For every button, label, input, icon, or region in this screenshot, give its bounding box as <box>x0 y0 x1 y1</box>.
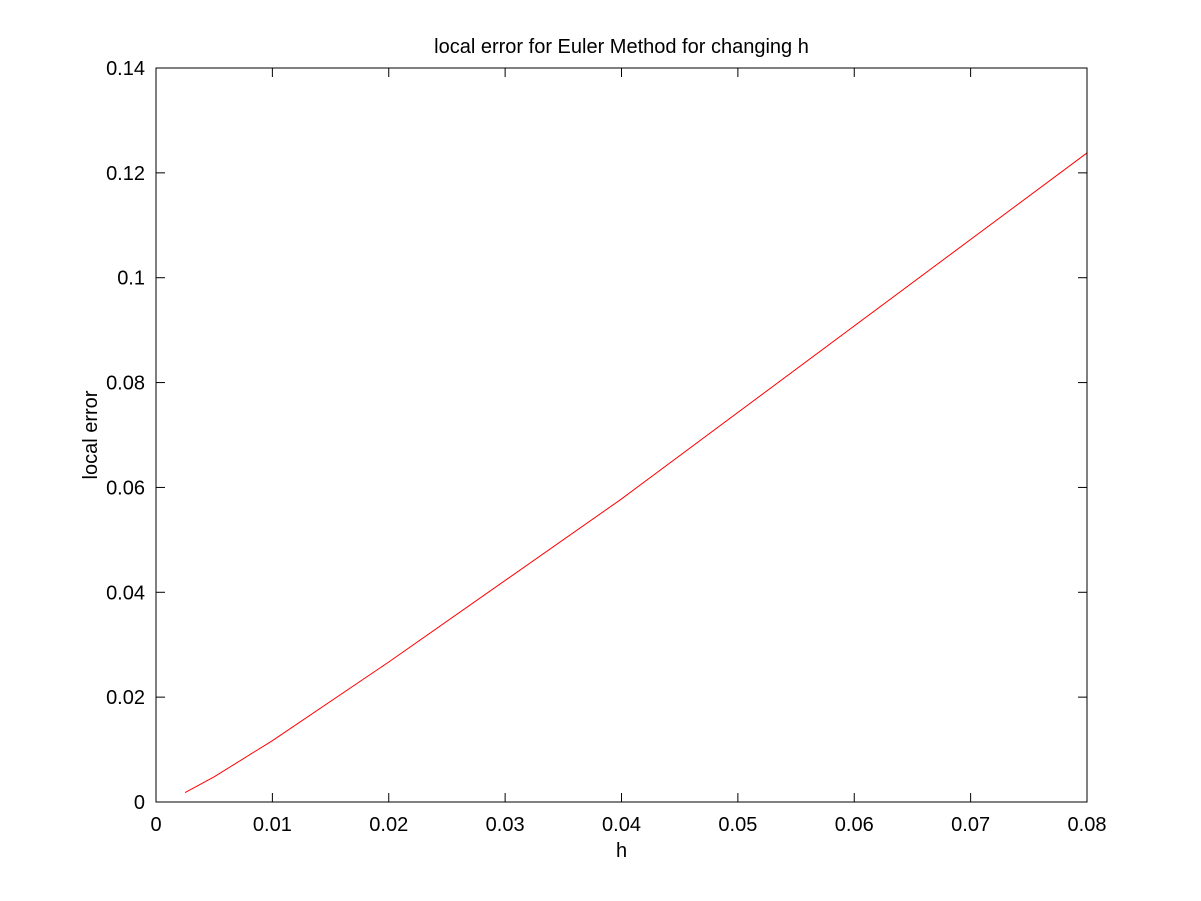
y-tick-label: 0.02 <box>106 687 145 709</box>
plot-border <box>155 67 1088 803</box>
x-tick-label: 0.06 <box>835 814 874 836</box>
x-tick-label: 0.07 <box>951 814 990 836</box>
y-tick-label: 0.08 <box>106 373 145 395</box>
series-group <box>184 152 1088 793</box>
x-tick-label: 0.08 <box>1068 814 1107 836</box>
x-tick-label: 0 <box>150 814 161 836</box>
axis-ticks <box>156 68 1087 802</box>
x-axis-label: h <box>616 840 627 862</box>
x-tick-label: 0.03 <box>486 814 525 836</box>
plot-area <box>156 68 1087 802</box>
y-axis-label: local error <box>80 390 102 479</box>
y-tick-label: 0.12 <box>106 163 145 185</box>
y-tick-label: 0.06 <box>106 477 145 499</box>
y-tick-labels: 0 0.02 0.04 0.06 0.08 0.1 0.12 0.14 <box>106 58 145 814</box>
x-tick-label: 0.01 <box>253 814 292 836</box>
x-tick-labels: 0 0.01 0.02 0.03 0.04 0.05 0.06 0.07 0.08 <box>150 814 1106 836</box>
y-tick-label: 0.14 <box>106 58 145 80</box>
x-tick-label: 0.05 <box>718 814 757 836</box>
y-tick-label: 0.04 <box>106 582 145 604</box>
y-tick-label: 0 <box>134 792 145 814</box>
chart-title: local error for Euler Method for changin… <box>434 36 809 58</box>
x-tick-label: 0.02 <box>369 814 408 836</box>
y-tick-label: 0.1 <box>117 268 145 290</box>
x-tick-label: 0.04 <box>602 814 641 836</box>
series-line <box>184 152 1088 793</box>
